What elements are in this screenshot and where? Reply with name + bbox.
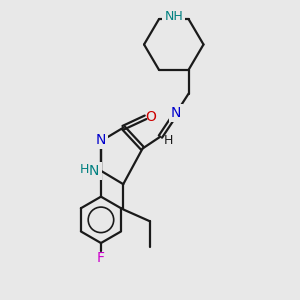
Text: N: N bbox=[95, 133, 106, 147]
Text: O: O bbox=[146, 110, 156, 124]
Text: NH: NH bbox=[164, 10, 183, 23]
Text: F: F bbox=[97, 251, 105, 266]
Text: H: H bbox=[164, 134, 173, 147]
Text: N: N bbox=[171, 106, 181, 120]
Text: H: H bbox=[80, 163, 89, 176]
Text: N: N bbox=[89, 164, 100, 178]
